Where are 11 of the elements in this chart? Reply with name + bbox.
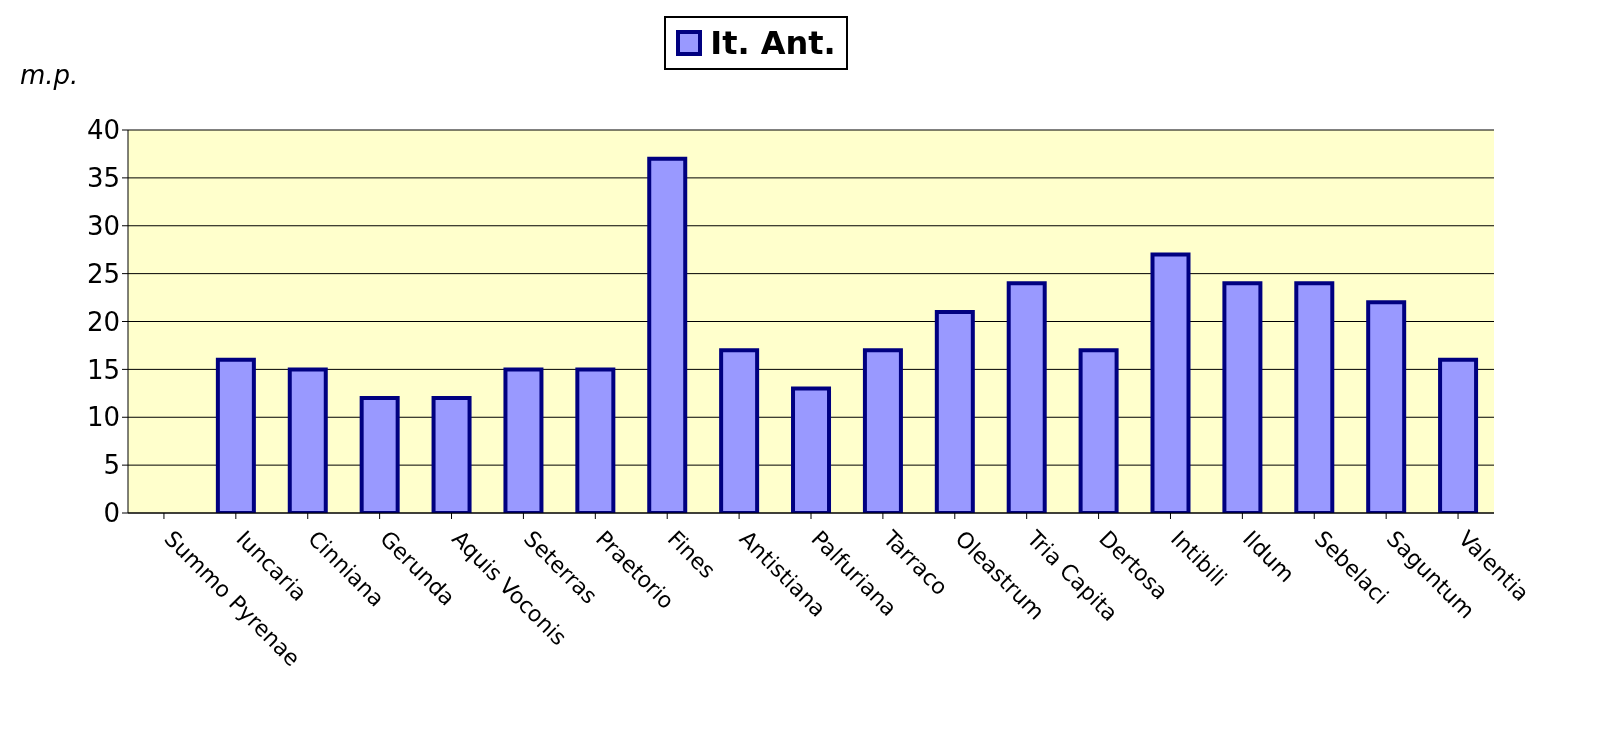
- legend-label: It. Ant.: [710, 24, 836, 62]
- y-tick-label: 0: [103, 498, 120, 529]
- y-tick-label: 35: [86, 163, 120, 194]
- y-tick-label: 30: [86, 210, 120, 241]
- y-tick-label: 5: [103, 450, 120, 481]
- y-axis-title: m.p.: [20, 60, 79, 90]
- y-tick-label: 15: [86, 354, 120, 385]
- y-tick-label: 20: [86, 306, 120, 337]
- y-tick-label: 25: [86, 258, 120, 289]
- y-tick-label: 40: [86, 115, 120, 146]
- y-tick-label: 10: [86, 402, 120, 433]
